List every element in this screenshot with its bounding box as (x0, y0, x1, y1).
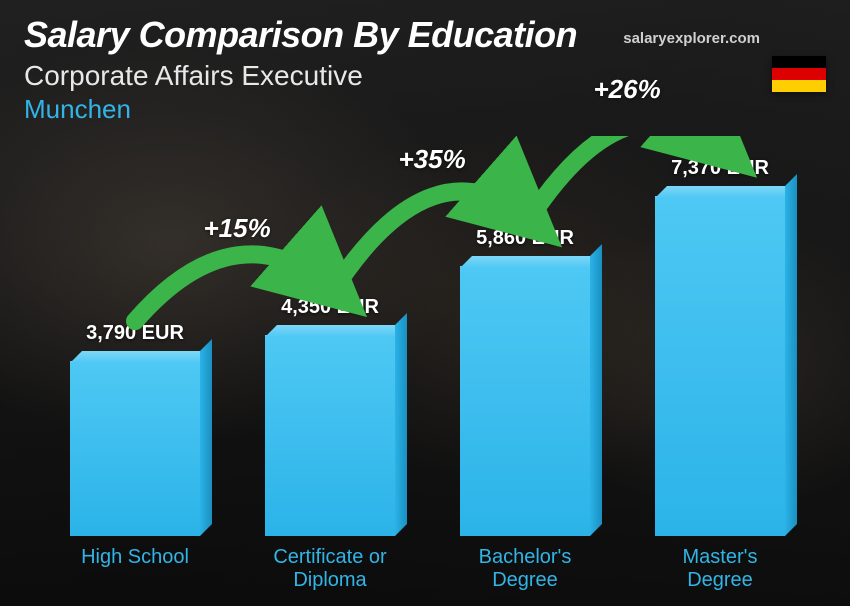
bar-value: 4,350 EUR (281, 296, 379, 319)
bar-value: 3,790 EUR (86, 322, 184, 345)
bar-label: Master'sDegree (683, 546, 758, 592)
flag-stripe (772, 68, 826, 80)
bar: 5,860 EUR (460, 266, 590, 536)
flag-stripe (772, 56, 826, 68)
bar-label: Bachelor'sDegree (479, 546, 572, 592)
flag-stripe (772, 80, 826, 92)
bar-group: 5,860 EURBachelor'sDegree (460, 266, 590, 536)
bar-chart: 3,790 EURHigh School 4,350 EURCertificate… (40, 136, 810, 536)
job-title: Corporate Affairs Executive (24, 60, 826, 92)
bar: 3,790 EUR (70, 361, 200, 536)
increase-percent: +15% (204, 213, 271, 244)
increase-percent: +35% (399, 144, 466, 175)
germany-flag-icon (772, 56, 826, 92)
location: Munchen (24, 94, 826, 125)
attribution: salaryexplorer.com (623, 30, 760, 47)
bar-value: 5,860 EUR (476, 227, 574, 250)
bar-group: 3,790 EURHigh School (70, 361, 200, 536)
bar-label: Certificate orDiploma (273, 546, 386, 592)
bar-label: High School (81, 546, 189, 569)
bar: 4,350 EUR (265, 335, 395, 536)
bar-group: 7,370 EURMaster'sDegree (655, 196, 785, 536)
bar-value: 7,370 EUR (671, 157, 769, 180)
bar: 7,370 EUR (655, 196, 785, 536)
increase-percent: +26% (594, 74, 661, 105)
bar-group: 4,350 EURCertificate orDiploma (265, 335, 395, 536)
